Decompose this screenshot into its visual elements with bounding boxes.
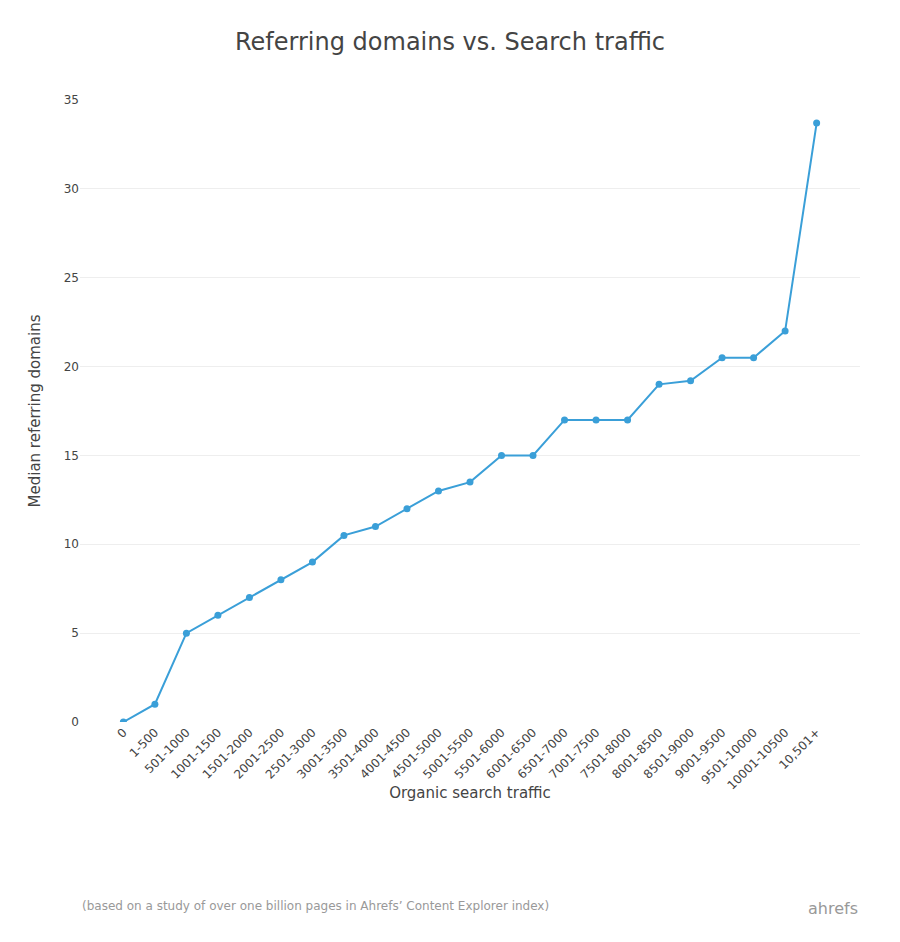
svg-text:2001-2500: 2001-2500 bbox=[231, 725, 287, 781]
svg-text:3501-4000: 3501-4000 bbox=[326, 725, 382, 781]
svg-text:Organic search traffic: Organic search traffic bbox=[389, 784, 551, 802]
svg-text:30: 30 bbox=[64, 182, 79, 196]
svg-text:7001-7500: 7001-7500 bbox=[546, 725, 602, 781]
svg-text:3001-3500: 3001-3500 bbox=[294, 725, 350, 781]
svg-text:9001-9500: 9001-9500 bbox=[672, 725, 728, 781]
svg-text:2501-3000: 2501-3000 bbox=[263, 725, 319, 781]
svg-text:0: 0 bbox=[114, 725, 129, 740]
svg-text:10001-10500: 10001-10500 bbox=[725, 725, 792, 792]
svg-text:4001-4500: 4001-4500 bbox=[357, 725, 413, 781]
svg-text:7501-8000: 7501-8000 bbox=[578, 725, 634, 781]
svg-text:10,501+: 10,501+ bbox=[776, 725, 823, 772]
svg-text:1501-2000: 1501-2000 bbox=[200, 725, 256, 781]
svg-text:1001-1500: 1001-1500 bbox=[168, 725, 224, 781]
svg-text:6001-6500: 6001-6500 bbox=[483, 725, 539, 781]
svg-text:0: 0 bbox=[71, 715, 79, 729]
svg-text:(based on a study of over one: (based on a study of over one billion pa… bbox=[82, 899, 549, 913]
svg-text:5501-6000: 5501-6000 bbox=[452, 725, 508, 781]
svg-text:Referring domains vs. Search t: Referring domains vs. Search traffic bbox=[235, 28, 665, 56]
svg-text:25: 25 bbox=[64, 271, 79, 285]
svg-text:Median referring domains: Median referring domains bbox=[26, 314, 44, 507]
svg-text:ahrefs: ahrefs bbox=[808, 899, 858, 918]
svg-text:10: 10 bbox=[64, 537, 79, 551]
svg-text:501-1000: 501-1000 bbox=[142, 725, 193, 776]
svg-text:8001-8500: 8001-8500 bbox=[609, 725, 665, 781]
svg-text:20: 20 bbox=[64, 360, 79, 374]
svg-text:35: 35 bbox=[64, 93, 79, 107]
svg-text:8501-9000: 8501-9000 bbox=[641, 725, 697, 781]
svg-text:1-500: 1-500 bbox=[127, 725, 162, 760]
svg-text:5001-5500: 5001-5500 bbox=[420, 725, 476, 781]
svg-text:15: 15 bbox=[64, 449, 79, 463]
svg-text:9501-10000: 9501-10000 bbox=[698, 725, 760, 787]
svg-text:4501-5000: 4501-5000 bbox=[389, 725, 445, 781]
svg-text:6501-7000: 6501-7000 bbox=[515, 725, 571, 781]
svg-text:5: 5 bbox=[71, 626, 79, 640]
